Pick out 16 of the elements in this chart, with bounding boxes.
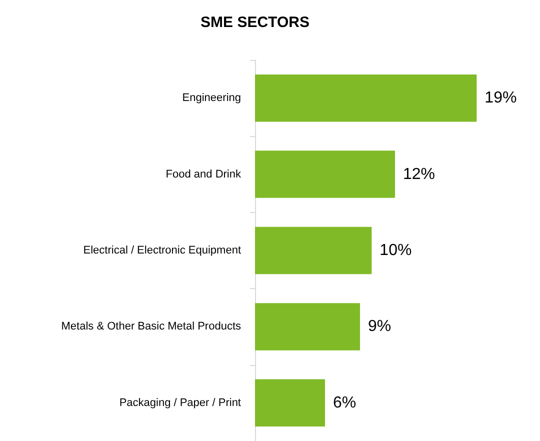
chart-title: SME SECTORS	[200, 14, 310, 31]
data-label: 6%	[333, 394, 356, 412]
data-label: 19%	[484, 90, 517, 107]
data-label: 10%	[380, 242, 412, 259]
data-label: 9%	[368, 318, 392, 336]
bar	[255, 74, 477, 122]
bar	[255, 303, 360, 350]
y-tick-label: Packaging / Paper / Print	[119, 396, 241, 409]
y-tick-label: Metals & Other Basic Metal Products	[61, 320, 242, 333]
bar	[255, 379, 325, 427]
y-tick-label: Electrical / Electronic Equipment	[83, 244, 241, 256]
bar	[255, 226, 372, 274]
y-tick-label: Engineering	[182, 92, 241, 104]
data-label: 12%	[403, 166, 436, 183]
bar	[255, 150, 395, 198]
y-tick-label: Food and Drink	[166, 168, 242, 180]
